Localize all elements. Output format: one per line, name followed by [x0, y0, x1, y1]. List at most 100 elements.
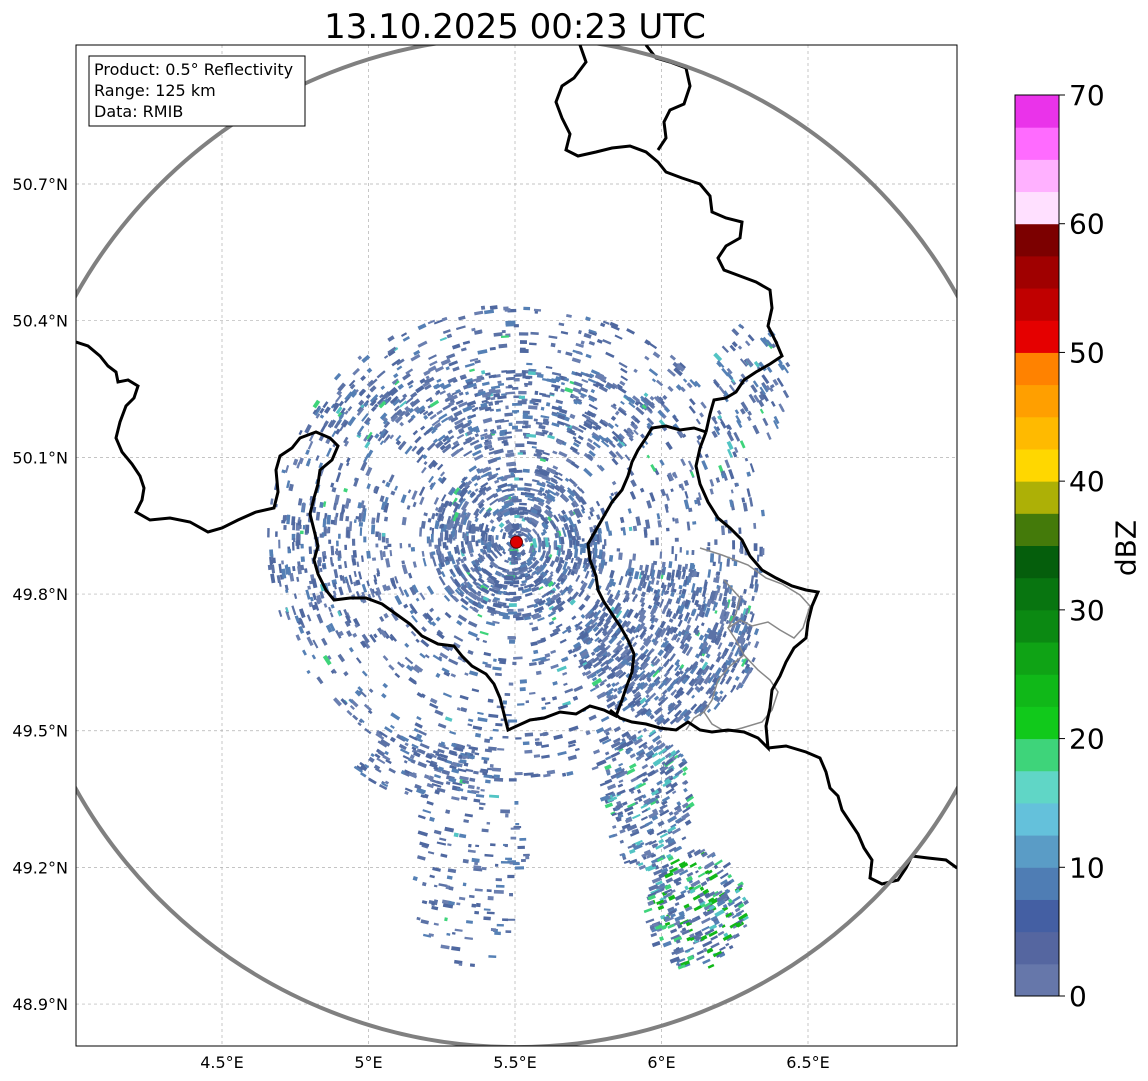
echo-cell — [583, 567, 588, 572]
echo-cell — [545, 556, 552, 564]
echo-cell — [479, 522, 485, 533]
echo-cell — [390, 578, 397, 590]
echo-cell — [451, 946, 461, 952]
lat-tick-label: 50.7°N — [12, 175, 68, 194]
echo-cell — [354, 689, 362, 697]
echo-cell — [732, 616, 737, 624]
echo-cell — [686, 871, 694, 878]
echo-cell — [649, 925, 655, 931]
echo-cell — [685, 632, 692, 641]
echo-cell — [600, 322, 606, 328]
echo-cell — [495, 672, 502, 677]
echo-cell — [455, 517, 460, 524]
echo-cell — [531, 571, 537, 577]
echo-cell — [542, 451, 550, 456]
echo-cell — [754, 584, 759, 592]
echo-cell — [426, 752, 437, 759]
echo-cell — [536, 465, 543, 470]
echo-cell — [695, 870, 699, 874]
echo-cell — [547, 434, 555, 440]
echo-cell — [588, 340, 596, 346]
echo-cell — [651, 814, 659, 821]
echo-cell — [674, 661, 680, 667]
echo-cell — [518, 332, 529, 336]
border-north — [554, 45, 784, 433]
echo-cell — [595, 424, 602, 431]
echo-cell — [706, 598, 712, 608]
echo-cell — [436, 631, 445, 640]
echo-cell — [665, 493, 670, 502]
echo-cell — [336, 390, 343, 396]
echo-cell — [593, 646, 601, 653]
echo-cell — [502, 550, 507, 555]
echo-cell — [519, 549, 526, 556]
echo-cell — [729, 921, 739, 929]
echo-cell — [617, 783, 624, 788]
info-range: Range: 125 km — [94, 81, 216, 100]
echo-cell — [478, 506, 485, 515]
echo-cell — [490, 843, 496, 847]
echo-cell — [437, 434, 446, 442]
echo-cell — [482, 545, 488, 550]
echo-cell — [688, 879, 694, 884]
echo-cell — [670, 634, 677, 641]
echo-cell — [489, 346, 496, 351]
echo-cell — [452, 578, 461, 587]
echo-cell — [571, 489, 581, 499]
echo-cell — [598, 613, 606, 622]
echo-cell — [629, 753, 636, 759]
echo-cell — [316, 676, 324, 685]
echo-cell — [457, 556, 462, 562]
echo-cell — [563, 514, 570, 521]
echo-cell — [509, 509, 520, 516]
echo-cell — [641, 808, 648, 814]
echo-cell — [305, 589, 311, 600]
echo-cell — [560, 509, 567, 516]
echo-cell — [634, 712, 642, 719]
echo-cell — [409, 754, 415, 760]
echo-cell — [555, 582, 561, 588]
echo-cell — [633, 794, 644, 802]
echo-cell — [334, 550, 339, 555]
echo-cell — [646, 454, 651, 459]
echo-cell — [639, 708, 649, 716]
echo-cell — [610, 415, 617, 421]
echo-cell — [650, 539, 655, 546]
echo-cell — [514, 801, 519, 805]
echo-cell — [460, 585, 470, 595]
echo-cell — [679, 753, 684, 758]
echo-cell — [537, 492, 542, 497]
echo-cell — [753, 360, 761, 368]
echo-cell — [468, 894, 475, 899]
echo-cell — [471, 688, 480, 693]
echo-cell — [333, 516, 338, 526]
echo-cell — [381, 782, 389, 788]
echo-cell — [691, 662, 698, 669]
echo-cell — [614, 423, 619, 428]
echo-cell — [453, 410, 463, 418]
echo-cell — [670, 913, 676, 918]
echo-cell — [439, 837, 447, 842]
echo-cell — [484, 853, 494, 858]
echo-cell — [296, 532, 300, 541]
echo-cell — [396, 358, 405, 366]
echo-cell — [374, 403, 379, 408]
echo-cell — [578, 603, 586, 611]
echo-cell — [308, 546, 313, 554]
echo-cell — [716, 629, 722, 636]
echo-cell — [471, 327, 476, 332]
echo-cell — [681, 757, 687, 764]
echo-cell — [425, 396, 433, 403]
echo-cell — [525, 700, 530, 704]
echo-cell — [713, 425, 721, 436]
echo-cell — [443, 670, 451, 677]
echo-cell — [685, 795, 695, 803]
echo-cell — [446, 353, 456, 360]
echo-cell — [521, 425, 528, 429]
echo-cell — [525, 855, 530, 860]
echo-cell — [659, 809, 670, 817]
echo-cell — [715, 426, 721, 432]
echo-cell — [399, 543, 403, 549]
echo-cell — [651, 940, 661, 948]
echo-cell — [580, 580, 585, 584]
